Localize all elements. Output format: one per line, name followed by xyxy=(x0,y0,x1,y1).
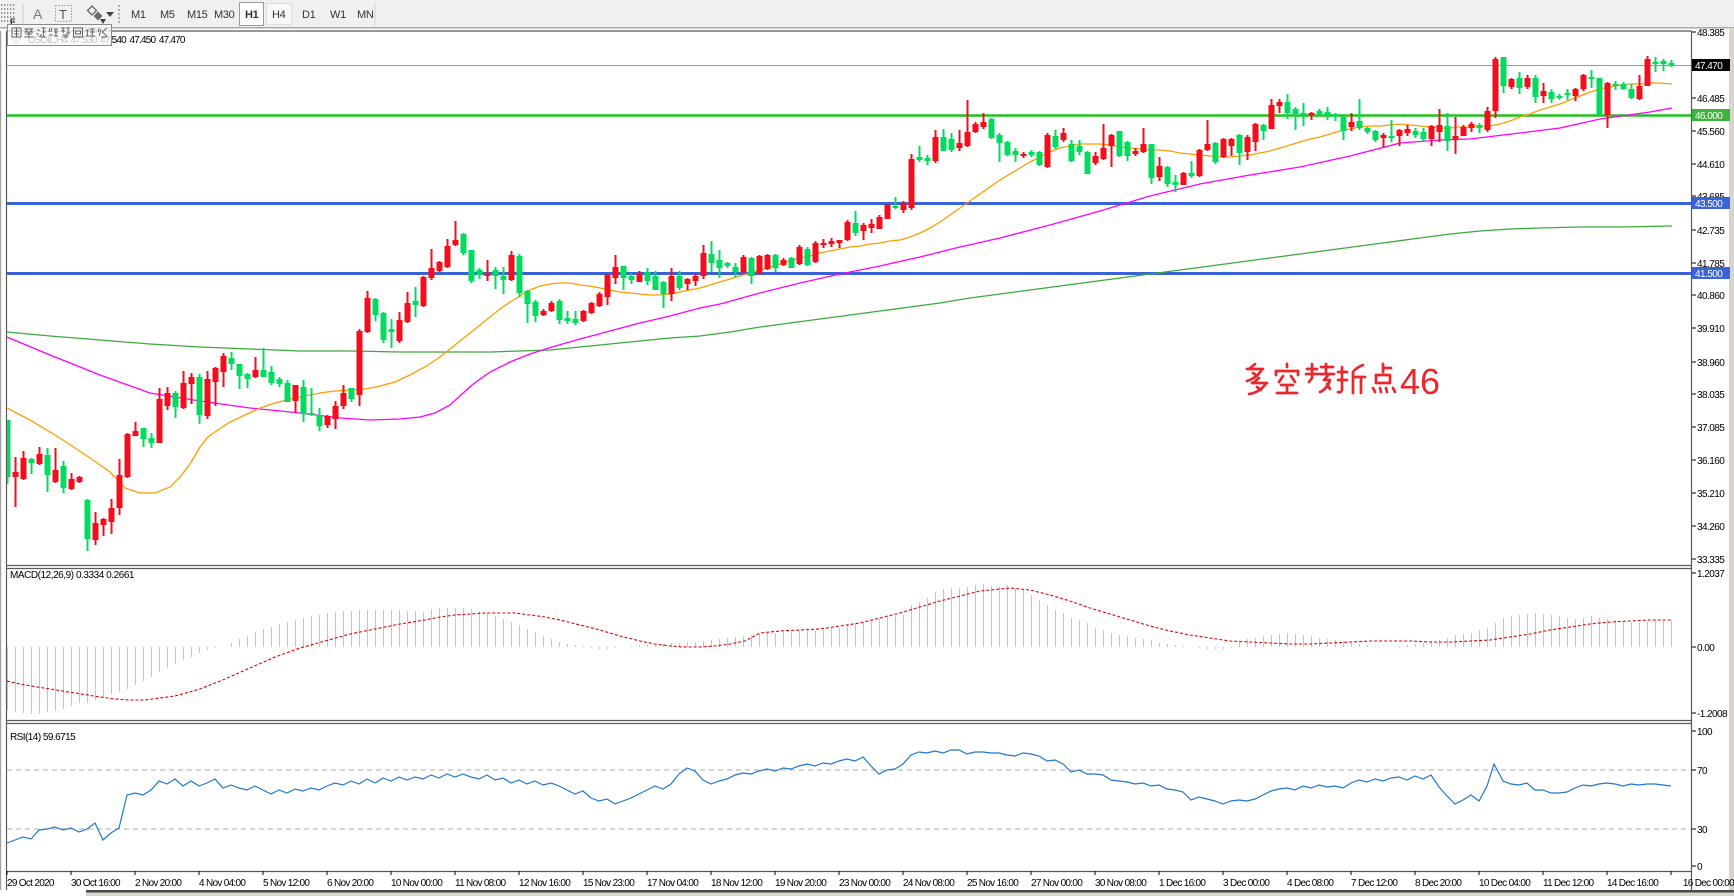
svg-text:F: F xyxy=(10,17,16,27)
svg-text:39.910: 39.910 xyxy=(1697,324,1725,335)
svg-text:18 Nov 12:00: 18 Nov 12:00 xyxy=(711,878,763,889)
svg-text:37.085: 37.085 xyxy=(1697,423,1725,434)
svg-text:35.210: 35.210 xyxy=(1697,489,1725,500)
svg-text:W1: W1 xyxy=(330,9,346,21)
svg-text:MN: MN xyxy=(357,9,374,21)
svg-text:46.485: 46.485 xyxy=(1697,94,1725,105)
svg-text:45.560: 45.560 xyxy=(1697,127,1725,138)
svg-text:T: T xyxy=(59,7,67,22)
svg-text:30: 30 xyxy=(1697,825,1708,836)
svg-text:2 Nov 20:00: 2 Nov 20:00 xyxy=(135,878,182,889)
svg-text:4 Nov 04:00: 4 Nov 04:00 xyxy=(199,878,246,889)
svg-text:1.2037: 1.2037 xyxy=(1697,569,1725,580)
svg-text:M1: M1 xyxy=(131,9,146,21)
svg-text:8 Dec 20:00: 8 Dec 20:00 xyxy=(1415,878,1462,889)
svg-text:25 Nov 16:00: 25 Nov 16:00 xyxy=(967,878,1019,889)
svg-text:46: 46 xyxy=(1400,361,1440,402)
svg-text:24 Nov 08:00: 24 Nov 08:00 xyxy=(903,878,955,889)
svg-text:19 Nov 20:00: 19 Nov 20:00 xyxy=(775,878,827,889)
svg-text:M5: M5 xyxy=(160,9,175,21)
svg-text:41.500: 41.500 xyxy=(1695,269,1723,280)
svg-text:D1: D1 xyxy=(302,9,316,21)
svg-text:11 Dec 12:00: 11 Dec 12:00 xyxy=(1543,878,1594,889)
svg-text:12 Nov 16:00: 12 Nov 16:00 xyxy=(519,878,571,889)
svg-text:H4: H4 xyxy=(272,9,286,21)
svg-text:43.500: 43.500 xyxy=(1695,199,1723,210)
svg-text:30 Oct 16:00: 30 Oct 16:00 xyxy=(71,878,121,889)
svg-text:47.470: 47.470 xyxy=(1695,61,1723,72)
svg-text:14 Dec 16:00: 14 Dec 16:00 xyxy=(1607,878,1659,889)
svg-text:38.035: 38.035 xyxy=(1697,390,1725,401)
svg-text:H1: H1 xyxy=(245,9,259,21)
svg-text:3 Dec 00:00: 3 Dec 00:00 xyxy=(1223,878,1270,889)
svg-text:70: 70 xyxy=(1697,766,1708,777)
svg-text:30 Nov 08:00: 30 Nov 08:00 xyxy=(1095,878,1147,889)
svg-text:42.735: 42.735 xyxy=(1697,226,1725,237)
svg-text:34.260: 34.260 xyxy=(1697,522,1725,533)
svg-text:27 Nov 00:00: 27 Nov 00:00 xyxy=(1031,878,1083,889)
svg-text:RSI(14) 59.6715: RSI(14) 59.6715 xyxy=(10,732,76,743)
svg-text:1 Dec 16:00: 1 Dec 16:00 xyxy=(1159,878,1206,889)
svg-text:46.000: 46.000 xyxy=(1695,111,1723,122)
svg-text:4 Dec 08:00: 4 Dec 08:00 xyxy=(1287,878,1334,889)
svg-text:6 Nov 20:00: 6 Nov 20:00 xyxy=(327,878,374,889)
svg-text:40.860: 40.860 xyxy=(1697,291,1725,302)
svg-text:0: 0 xyxy=(1697,862,1703,873)
svg-text:41.785: 41.785 xyxy=(1697,259,1725,270)
svg-text:29 Oct 2020: 29 Oct 2020 xyxy=(7,878,55,889)
svg-text:23 Nov 00:00: 23 Nov 00:00 xyxy=(839,878,891,889)
svg-text:10 Dec 04:00: 10 Dec 04:00 xyxy=(1479,878,1531,889)
svg-text:38.960: 38.960 xyxy=(1697,358,1725,369)
svg-text:48.385: 48.385 xyxy=(1697,28,1725,39)
svg-text:36.160: 36.160 xyxy=(1697,456,1725,467)
svg-text:M15: M15 xyxy=(187,9,208,21)
svg-text:17 Nov 04:00: 17 Nov 04:00 xyxy=(647,878,699,889)
svg-text:11 Nov 08:00: 11 Nov 08:00 xyxy=(455,878,506,889)
svg-text:7 Dec 12:00: 7 Dec 12:00 xyxy=(1351,878,1398,889)
svg-text:MACD(12,26,9) 0.3334 0.2661: MACD(12,26,9) 0.3334 0.2661 xyxy=(10,570,135,581)
svg-text:33.335: 33.335 xyxy=(1697,555,1725,566)
svg-text:M30: M30 xyxy=(214,9,235,21)
svg-text:16 Dec 00:00: 16 Dec 00:00 xyxy=(1683,878,1734,889)
svg-text:-1.2008: -1.2008 xyxy=(1697,709,1728,720)
svg-text:0.00: 0.00 xyxy=(1697,643,1715,654)
svg-text:5 Nov 12:00: 5 Nov 12:00 xyxy=(263,878,310,889)
svg-text:15 Nov 23:00: 15 Nov 23:00 xyxy=(583,878,635,889)
svg-text:10 Nov 00:00: 10 Nov 00:00 xyxy=(391,878,443,889)
svg-text:44.610: 44.610 xyxy=(1697,160,1725,171)
svg-text:A: A xyxy=(33,6,43,22)
svg-text:100: 100 xyxy=(1697,727,1713,738)
